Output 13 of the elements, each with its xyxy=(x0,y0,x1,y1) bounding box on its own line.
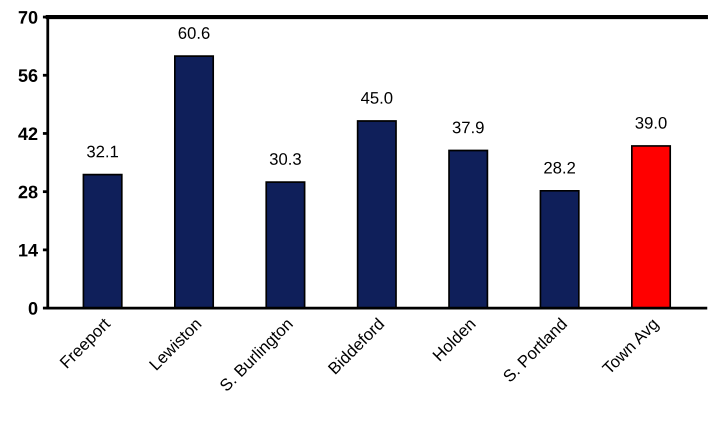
y-tick-label: 14 xyxy=(19,244,38,256)
y-tick-label: 70 xyxy=(18,10,38,24)
data-label: 39.0 xyxy=(635,116,667,129)
y-tick-label: 56 xyxy=(18,69,38,82)
data-label: 45.0 xyxy=(360,92,392,104)
data-label: 28.2 xyxy=(544,162,576,174)
data-label: 32.1 xyxy=(87,146,118,158)
y-tick-label: 0 xyxy=(28,302,38,315)
data-label: 30.3 xyxy=(270,153,301,165)
y-tick-label: 42 xyxy=(18,127,38,140)
data-label: 60.6 xyxy=(178,27,210,39)
data-label: 37.9 xyxy=(452,122,484,134)
y-tick-label: 28 xyxy=(18,186,38,198)
